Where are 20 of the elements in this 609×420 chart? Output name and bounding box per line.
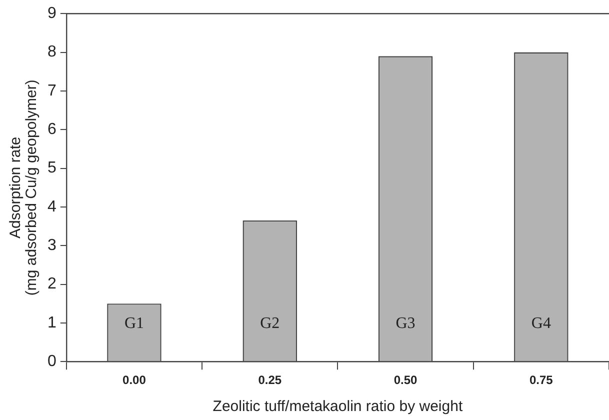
x-axis-title: Zeolitic tuff/metakaolin ratio by weight — [212, 398, 464, 416]
y-tick-label: 4 — [47, 198, 56, 216]
y-tick-label: 8 — [47, 44, 56, 61]
y-tick-label: 1 — [47, 314, 56, 332]
annotation: G2 — [260, 314, 280, 332]
y-tick-label: 7 — [47, 82, 56, 100]
y-tick-label: 5 — [47, 160, 56, 177]
y-tick-label: 9 — [47, 5, 56, 22]
x-tick-label: 0.00 — [122, 373, 146, 388]
annotation: G4 — [531, 314, 551, 332]
y-tick-label: 2 — [47, 276, 56, 293]
y-tick-label: 6 — [47, 121, 56, 138]
annotation: G3 — [396, 314, 416, 332]
y-axis-title: Adsorption rate (mg adsorbed Cu/g geopolymer) — [7, 80, 40, 296]
x-tick-label: 0.50 — [394, 373, 418, 388]
y-tick-label: 0 — [47, 353, 56, 370]
x-tick-label: 0.75 — [529, 373, 554, 388]
annotation: G1 — [124, 314, 144, 332]
x-tick-label: 0.25 — [258, 373, 282, 388]
y-tick-label: 3 — [47, 237, 56, 254]
